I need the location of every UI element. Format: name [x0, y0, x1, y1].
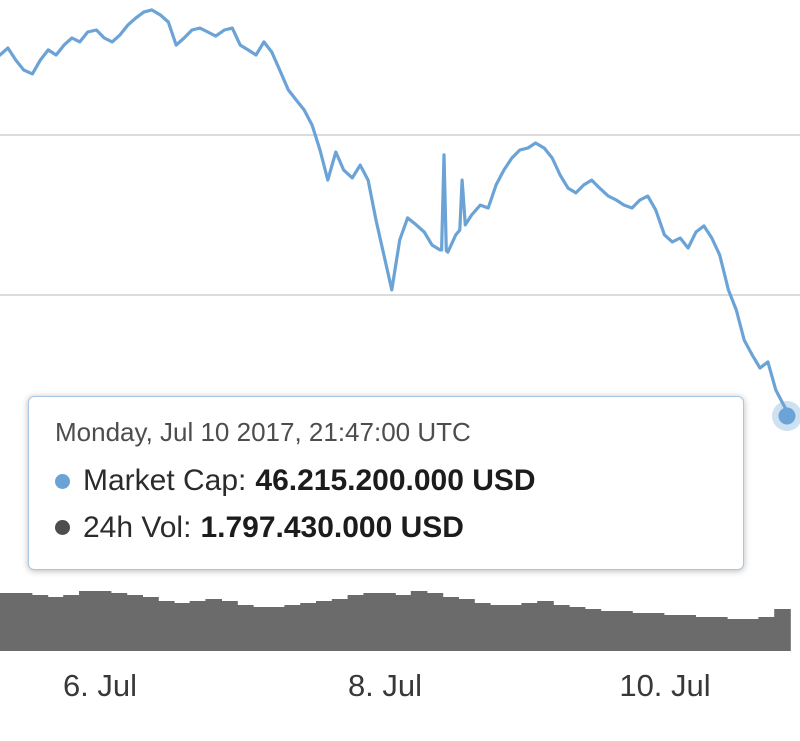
tooltip-market-cap-row: Market Cap: 46.215.200.000 USD: [55, 458, 717, 505]
chart-tooltip: Monday, Jul 10 2017, 21:47:00 UTC Market…: [28, 396, 744, 571]
tooltip-volume-row: 24h Vol: 1.797.430.000 USD: [55, 505, 717, 552]
market-cap-line-series: [0, 8, 792, 418]
volume-label: 24h Vol:: [83, 510, 192, 544]
market-cap-bullet-icon: [55, 473, 70, 489]
market-cap-value: 46.215.200.000 USD: [255, 464, 536, 498]
tooltip-timestamp: Monday, Jul 10 2017, 21:47:00 UTC: [55, 417, 471, 447]
x-axis-tick-10-jul: 10. Jul: [619, 668, 711, 703]
x-axis-tick-8-jul: 8. Jul: [347, 668, 423, 703]
market-cap-label: Market Cap:: [83, 464, 247, 498]
volume-bar-series: [0, 591, 791, 651]
x-axis-tick-6-jul: 6. Jul: [62, 668, 138, 703]
hover-marker-dot: [778, 407, 796, 425]
gridlines: [0, 134, 800, 296]
volume-value: 1.797.430.000 USD: [200, 510, 464, 544]
volume-bullet-icon: [55, 520, 70, 536]
